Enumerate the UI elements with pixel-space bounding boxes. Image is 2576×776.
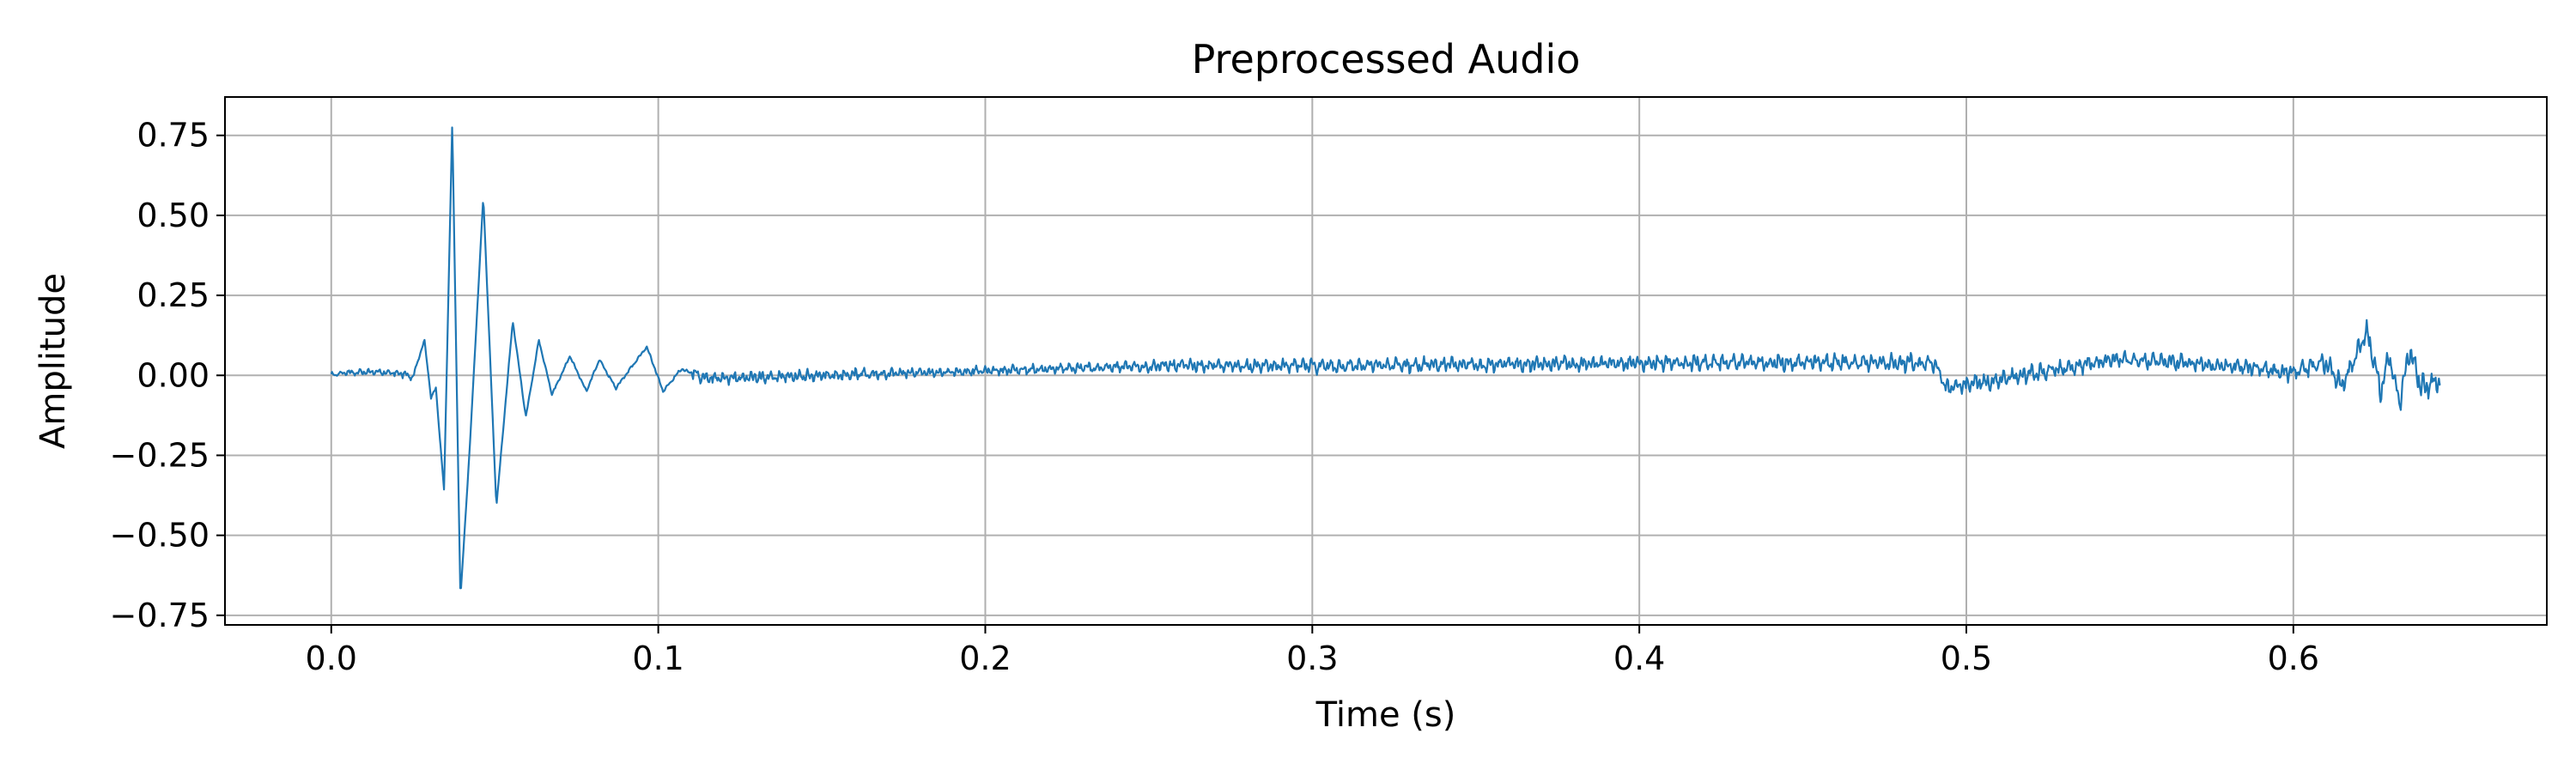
x-tick-label: 0.6 — [2268, 640, 2319, 677]
tick-layer: 0.0 0.1 0.2 0.3 0.4 0.5 0.6 0.75 0.50 0.25 0.00 −0.… — [110, 117, 2320, 677]
x-tick-label: 0.0 — [306, 640, 357, 677]
y-tick-label: 0.00 — [137, 356, 210, 394]
y-tick-label: −0.50 — [110, 517, 210, 555]
y-tick-label: −0.25 — [110, 436, 210, 474]
x-tick-label: 0.1 — [632, 640, 683, 677]
y-axis-label: Amplitude — [33, 273, 73, 449]
x-axis-label: Time (s) — [1315, 695, 1456, 735]
series-line — [330, 126, 2441, 590]
x-tick-label: 0.5 — [1941, 640, 1992, 677]
x-tick-label: 0.4 — [1613, 640, 1665, 677]
x-tick-label: 0.2 — [959, 640, 1011, 677]
chart-title: Preprocessed Audio — [1192, 36, 1581, 82]
y-tick-label: 0.75 — [137, 117, 210, 155]
y-tick-label: −0.75 — [110, 597, 210, 634]
x-tick-label: 0.3 — [1286, 640, 1338, 677]
grid-layer — [225, 97, 2547, 625]
y-tick-label: 0.25 — [137, 276, 210, 314]
y-tick-label: 0.50 — [137, 197, 210, 234]
line-layer — [330, 126, 2441, 590]
plot-frame — [224, 96, 2548, 626]
